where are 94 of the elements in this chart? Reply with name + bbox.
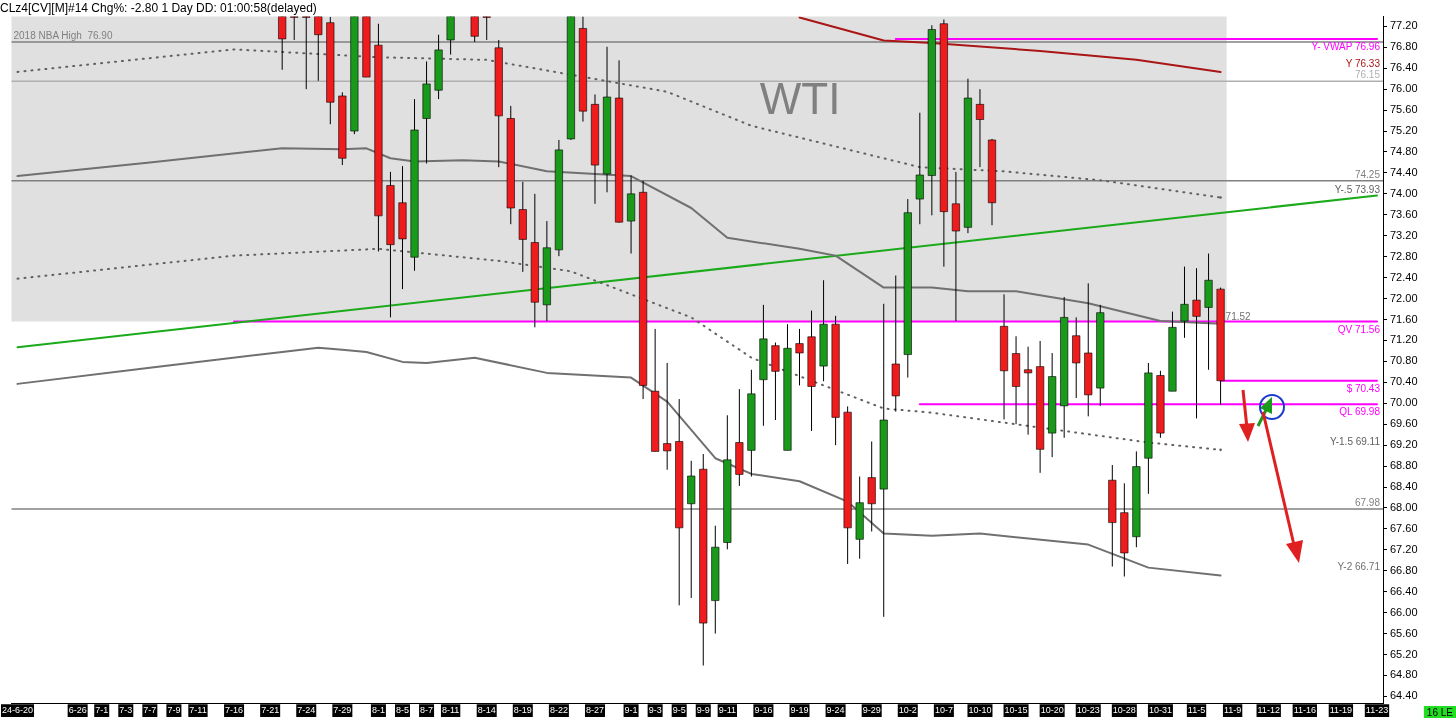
- y-tick-label: 76.40: [1390, 61, 1418, 74]
- x-tick-label: 8-27: [585, 705, 604, 716]
- y-tick-label: 68.40: [1390, 480, 1418, 493]
- x-tick-label: 10-7: [934, 705, 953, 716]
- y-tick-label: 73.20: [1390, 228, 1418, 241]
- x-tick-label: 8-1: [371, 705, 385, 716]
- x-tick-label: 9-19: [790, 705, 809, 716]
- y-tick-label: 67.20: [1390, 542, 1418, 555]
- x-tick-label: 10-23: [1076, 705, 1100, 716]
- x-tick-label: 8-14: [477, 705, 496, 716]
- x-tick-label: 10-15: [1004, 705, 1028, 716]
- ref-line-label: 2018 NBA High 76.90: [13, 30, 113, 42]
- chart-title: CLz4[CV][M]#14 Chg%: -2.80 1 Day DD: 01:00:58(delayed): [0, 0, 317, 15]
- y-tick-label: 72.40: [1390, 270, 1418, 283]
- y-tick-label: 75.60: [1390, 103, 1418, 116]
- y-tick-label: 74.80: [1390, 145, 1418, 158]
- y-tick-label: 70.40: [1390, 375, 1418, 388]
- y-tick-label: 70.00: [1390, 396, 1418, 409]
- y-tick-label: 74.00: [1390, 186, 1418, 199]
- x-tick-label: 9-3: [648, 705, 662, 716]
- x-tick-label: 7-1: [95, 705, 109, 716]
- y-tick-label: 65.20: [1390, 647, 1418, 660]
- x-tick-label: 10-10: [968, 705, 992, 716]
- y-tick-label: 66.00: [1390, 605, 1418, 618]
- x-tick-label: 9-11: [718, 705, 736, 716]
- x-tick-label: 8-19: [513, 705, 532, 716]
- y-tick-label: 69.60: [1390, 417, 1418, 430]
- text: Y-.5 73.93: [1334, 183, 1380, 195]
- y-tick-label: 65.60: [1390, 626, 1418, 639]
- y-tick-label: 72.00: [1390, 291, 1418, 304]
- x-tick-label: 9-5: [672, 705, 686, 716]
- x-tick-label: 10-2: [898, 705, 917, 716]
- y-tick-label: 64.80: [1390, 668, 1418, 681]
- x-tick-label: 7-16: [225, 705, 244, 716]
- y-tick-label: 77.20: [1390, 19, 1418, 32]
- y-tick-label: 76.00: [1390, 82, 1418, 95]
- text: Y-2 66.71: [1337, 561, 1380, 573]
- text: 16 LE: [1426, 707, 1454, 718]
- y-tick-label: 71.60: [1390, 312, 1418, 325]
- y-tick-label: 66.80: [1390, 563, 1418, 576]
- x-tick-label: 9-24: [826, 705, 845, 716]
- y-tick-label: 72.80: [1390, 249, 1418, 262]
- x-tick-label: 9-16: [754, 705, 773, 716]
- x-tick-label: 8-22: [549, 705, 568, 716]
- x-tick-label: 8-5: [395, 705, 409, 716]
- y-tick-label: 64.40: [1390, 689, 1418, 702]
- candlestick: [470, 16, 479, 43]
- ref-line-label: 74.25: [1354, 168, 1381, 180]
- x-tick-label: 9-9: [696, 705, 710, 716]
- y-tick-label: 67.60: [1390, 521, 1418, 534]
- x-tick-label: 11-16: [1293, 705, 1316, 716]
- x-tick-label: 7-21: [261, 705, 280, 716]
- x-tick-label: 11-5: [1187, 705, 1206, 716]
- x-tick-label: 11-9: [1223, 705, 1242, 716]
- x-tick-label: 9-29: [862, 705, 881, 716]
- x-tick-label: 8-7: [420, 705, 434, 716]
- x-tick-label: 11-19: [1329, 705, 1353, 716]
- text: Y-1.5 69.11: [1329, 435, 1380, 447]
- x-tick-label: 8-11: [441, 705, 460, 716]
- annotation: WTI: [759, 73, 841, 123]
- text: QL 69.98: [1339, 406, 1380, 418]
- data-label: 71.52: [1225, 310, 1252, 322]
- y-tick-label: 66.40: [1390, 584, 1418, 597]
- x-tick-label: 10-31: [1148, 705, 1172, 716]
- line-series: [16, 48, 1222, 199]
- x-tick-label: 7-9: [167, 705, 181, 716]
- ref-line-label: 67.98: [1354, 496, 1381, 508]
- x-tick-label: 9-1: [624, 705, 638, 716]
- ref-line-label: 76.15: [1354, 69, 1381, 81]
- text: Y 76.33: [1345, 57, 1380, 69]
- x-tick-label: 7-29: [333, 705, 352, 716]
- x-tick-label: 11-12: [1257, 705, 1280, 716]
- y-tick-label: 68.80: [1390, 459, 1418, 472]
- y-tick-label: 75.20: [1390, 124, 1418, 137]
- text: Y- VWAP 76.96: [1311, 40, 1380, 52]
- x-tick-label: 10-20: [1040, 705, 1064, 716]
- x-tick-label: 24-6-20: [1, 705, 34, 716]
- y-tick-label: 76.80: [1390, 40, 1418, 53]
- y-tick-label: 69.20: [1390, 438, 1418, 451]
- x-tick-label: 6-26: [68, 705, 87, 716]
- x-tick-label: 7-3: [119, 705, 133, 716]
- y-tick-label: 73.60: [1390, 207, 1418, 220]
- x-tick-label: 7-7: [143, 705, 157, 716]
- x-tick-label: 11-23: [1365, 705, 1389, 716]
- y-tick-label: 74.40: [1390, 165, 1418, 178]
- x-tick-label: 7-24: [297, 705, 316, 716]
- y-tick-label: 71.20: [1390, 333, 1418, 346]
- y-tick-label: 70.80: [1390, 354, 1418, 367]
- x-tick-label: 10-28: [1112, 705, 1136, 716]
- text: QV 71.56: [1337, 323, 1380, 335]
- text: $ 70.43: [1346, 382, 1380, 394]
- y-tick-label: 68.00: [1390, 500, 1418, 513]
- candlestick: [1180, 266, 1189, 339]
- x-tick-label: 7-11: [189, 705, 207, 716]
